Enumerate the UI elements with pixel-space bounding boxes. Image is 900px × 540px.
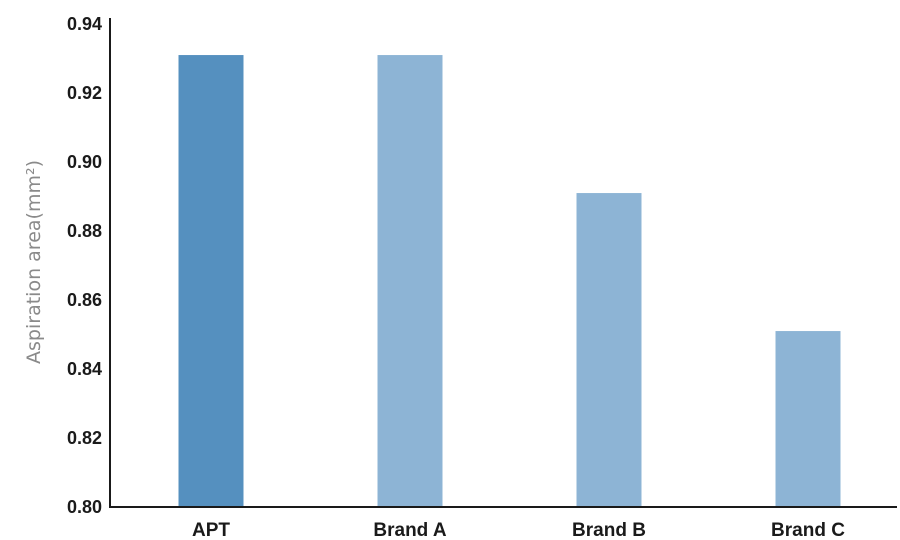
bar-brand-c: [775, 331, 841, 507]
x-axis-labels: APT Brand A Brand B Brand C: [192, 520, 845, 540]
bar-brand-b: [576, 193, 642, 508]
x-tick-label: Brand A: [373, 520, 446, 540]
y-tick-label: 0.94: [67, 14, 102, 34]
x-tick-label: APT: [192, 520, 230, 540]
bar-apt: [178, 55, 244, 508]
y-axis-title: Aspiration area(mm²): [23, 160, 45, 364]
y-tick-label: 0.90: [67, 152, 102, 172]
bars: [178, 55, 841, 508]
y-tick-label: 0.92: [67, 83, 102, 103]
x-tick-label: Brand C: [771, 520, 845, 540]
y-tick-label: 0.84: [67, 359, 102, 379]
y-tick-label: 0.82: [67, 428, 102, 448]
y-tick-label: 0.80: [67, 497, 102, 517]
bar-brand-a: [377, 55, 443, 508]
x-tick-label: Brand B: [572, 520, 646, 540]
y-tick-label: 0.88: [67, 221, 102, 241]
y-tick-label: 0.86: [67, 290, 102, 310]
y-axis-ticks: 0.80 0.82 0.84 0.86 0.88 0.90 0.92 0.94: [67, 14, 102, 517]
